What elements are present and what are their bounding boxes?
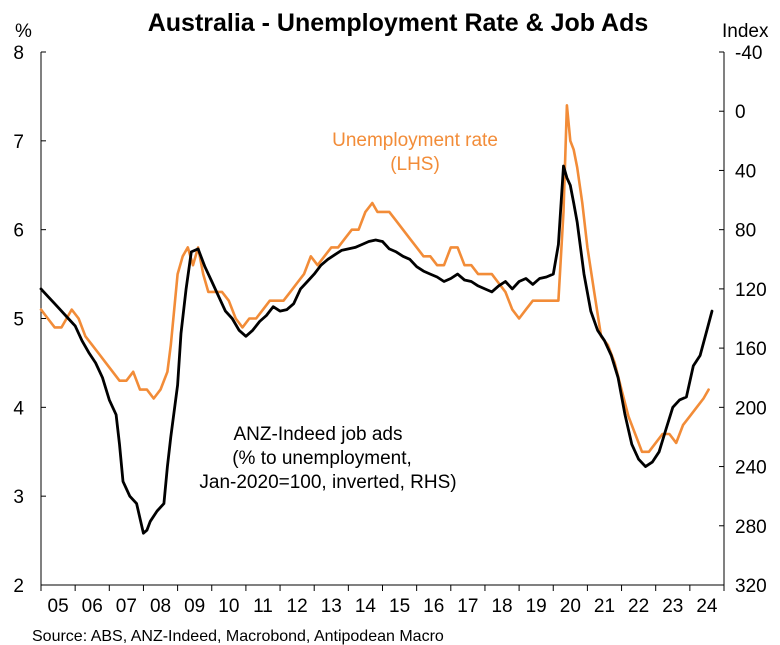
- x-tick-label: 05: [48, 596, 69, 617]
- right-tick-label: 120: [735, 280, 767, 301]
- left-axis-unit: %: [15, 21, 32, 42]
- right-tick-label: 160: [735, 339, 767, 360]
- x-axis: 05 06 07 08 09 10 11 12 13 14 15 16 17 18 19 20 21 22 23 24: [40, 584, 725, 617]
- unemployment-annotation: Unemployment rate (LHS): [332, 130, 498, 175]
- unemployment-annotation-line2: (LHS): [390, 154, 440, 175]
- right-tick-label: 320: [735, 576, 767, 597]
- right-tick-label: -40: [735, 43, 762, 64]
- x-tick-label: 22: [628, 596, 649, 617]
- right-tick-label: 280: [735, 517, 767, 538]
- x-tick-label: 23: [662, 596, 683, 617]
- right-axis-unit: Index: [722, 21, 769, 42]
- x-tick-label: 16: [423, 596, 444, 617]
- job-ads-line: [39, 164, 714, 535]
- right-tick-label: 0: [735, 102, 746, 123]
- x-tick-label: 15: [389, 596, 410, 617]
- series-layer: [39, 104, 714, 535]
- jobads-annotation-line3: Jan-2020=100, inverted, RHS): [199, 472, 456, 493]
- x-tick-label: 06: [82, 596, 103, 617]
- right-tick-label: 240: [735, 458, 767, 479]
- left-tick-label: 7: [13, 132, 24, 153]
- x-tick-label: 12: [287, 596, 308, 617]
- unemployment-annotation-line1: Unemployment rate: [332, 130, 498, 151]
- x-tick-label: 13: [321, 596, 342, 617]
- unemployment-rate-line: [39, 104, 710, 454]
- left-tick-label: 5: [13, 310, 24, 331]
- right-tick-label: 40: [735, 161, 756, 182]
- x-tick-label: 09: [184, 596, 205, 617]
- jobads-annotation-line1: ANZ-Indeed job ads: [234, 424, 403, 445]
- left-tick-label: 2: [13, 576, 24, 597]
- x-tick-label: 14: [355, 596, 377, 617]
- left-axis: 2 3 4 5 6 7 8: [13, 43, 46, 597]
- left-tick-label: 4: [13, 398, 24, 419]
- x-tick-label: 17: [457, 596, 478, 617]
- x-tick-label: 18: [491, 596, 512, 617]
- x-tick-label: 20: [560, 596, 581, 617]
- x-tick-label: 24: [696, 596, 718, 617]
- left-tick-label: 3: [13, 487, 24, 508]
- x-tick-label: 08: [150, 596, 171, 617]
- x-tick-label: 10: [218, 596, 239, 617]
- jobads-annotation-line2: (% to unemployment,: [232, 448, 412, 469]
- jobads-annotation: ANZ-Indeed job ads (% to unemployment, J…: [199, 424, 456, 493]
- left-tick-label: 8: [13, 43, 24, 64]
- left-tick-label: 6: [13, 221, 24, 242]
- right-axis: -40 0 40 80 120 160 200 240 280 320: [719, 43, 767, 597]
- chart-title: Australia - Unemployment Rate & Job Ads: [148, 9, 649, 37]
- x-tick-label: 07: [116, 596, 137, 617]
- right-tick-label: 200: [735, 398, 767, 419]
- source-note: Source: ABS, ANZ-Indeed, Macrobond, Anti…: [32, 628, 444, 645]
- x-tick-label: 11: [253, 596, 273, 617]
- right-tick-label: 80: [735, 221, 756, 242]
- x-tick-label: 21: [594, 596, 615, 617]
- x-tick-label: 19: [526, 596, 547, 617]
